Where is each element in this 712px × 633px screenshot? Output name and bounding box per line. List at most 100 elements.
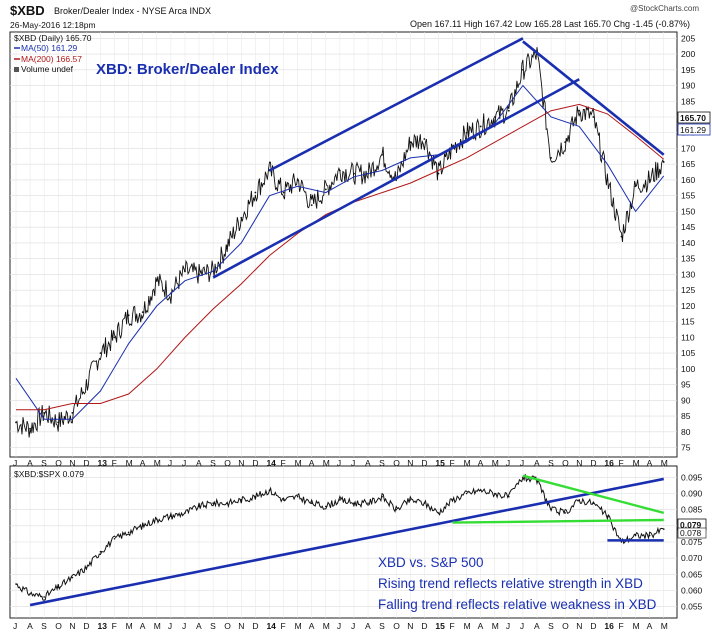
chart-name: Broker/Dealer Index - NYSE Arca INDX	[54, 6, 212, 16]
chart-title: XBD: Broker/Dealer Index	[96, 61, 279, 78]
ratio-rising-trendline	[29, 477, 664, 607]
price-point	[648, 179, 651, 181]
price-point	[310, 204, 313, 207]
x-tick-top: M	[295, 458, 302, 468]
x-tick-bottom: A	[365, 621, 371, 631]
x-tick-bottom: O	[393, 621, 400, 631]
price-point	[620, 235, 623, 238]
x-tick-bottom: S	[548, 621, 554, 631]
ratio-line	[15, 474, 664, 601]
legend-volume: Volume undef	[21, 64, 74, 74]
ratio-point	[339, 499, 341, 501]
price-point	[198, 273, 200, 276]
ratio-series	[15, 474, 665, 601]
price-y-tick: 125	[681, 285, 695, 295]
chart-symbol: $XBD	[10, 3, 45, 18]
x-tick-top: F	[281, 458, 286, 468]
x-tick-bottom: 13	[97, 621, 107, 631]
x-tick-bottom: M	[295, 621, 302, 631]
price-point	[127, 314, 130, 317]
ma50-last-label: 161.29	[677, 123, 711, 136]
price-point	[15, 421, 17, 424]
price-y-tick: 105	[681, 348, 695, 358]
ratio-point	[409, 499, 412, 501]
x-tick-top: N	[238, 458, 244, 468]
price-point	[226, 245, 229, 247]
x-tick-top: M	[323, 458, 330, 468]
price-point	[141, 311, 144, 314]
x-tick-bottom: A	[534, 621, 540, 631]
price-y-tick: 190	[681, 81, 695, 91]
x-tick-top: O	[562, 458, 569, 468]
ratio-point	[71, 576, 74, 579]
x-tick-bottom: S	[210, 621, 216, 631]
x-tick-bottom: O	[224, 621, 231, 631]
ratio-last-value: 0.079	[680, 520, 702, 530]
x-tick-bottom: N	[576, 621, 582, 631]
ratio-point	[465, 492, 468, 495]
x-tick-bottom: J	[337, 621, 341, 631]
x-tick-bottom: J	[13, 621, 17, 631]
x-tick-top: S	[41, 458, 47, 468]
price-y-tick: 115	[681, 317, 695, 327]
ratio-point	[99, 550, 102, 553]
chart-ohlc: Open 167.11 High 167.42 Low 165.28 Last …	[410, 19, 691, 29]
x-tick-bottom: M	[661, 621, 668, 631]
x-tick-bottom: J	[520, 621, 524, 631]
x-tick-bottom: N	[238, 621, 244, 631]
ratio-point	[282, 499, 285, 501]
ratio-last-value-2: 0.078	[680, 528, 702, 538]
ratio-point	[170, 515, 172, 517]
x-tick-top: J	[337, 458, 341, 468]
price-panel-frame	[9, 31, 678, 458]
x-tick-top: A	[365, 458, 371, 468]
legend-ma200: MA(200) 166.57	[21, 54, 82, 64]
annotation-line-1: XBD vs. S&P 500	[378, 555, 484, 570]
x-tick-bottom: F	[112, 621, 117, 631]
x-tick-bottom: N	[69, 621, 75, 631]
price-series	[15, 47, 665, 438]
price-point	[606, 179, 609, 181]
x-tick-bottom: M	[154, 621, 161, 631]
ratio-point	[156, 518, 158, 521]
ratio-point	[15, 583, 17, 585]
price-point	[155, 279, 158, 282]
price-point	[282, 191, 285, 194]
price-point	[507, 109, 510, 112]
ratio-point	[381, 495, 383, 498]
ratio-y-tick: 0.065	[681, 569, 703, 579]
legend-main: $XBD (Daily) 165.70	[14, 33, 92, 43]
price-y-tick: 165	[681, 159, 695, 169]
x-tick-bottom: A	[309, 621, 315, 631]
x-tick-top: F	[112, 458, 117, 468]
ratio-point	[423, 502, 426, 504]
ratio-point	[240, 499, 243, 501]
x-tick-top: 15	[435, 458, 445, 468]
x-tick-bottom: A	[196, 621, 202, 631]
price-point	[240, 216, 243, 219]
x-tick-bottom: M	[464, 621, 471, 631]
price-last-label: 165.70	[677, 111, 711, 124]
annotation-line-2: Rising trend reflects relative strength …	[378, 576, 643, 591]
x-tick-bottom: 14	[266, 621, 276, 631]
price-y-tick: 90	[681, 395, 691, 405]
price-point	[296, 179, 299, 181]
ma50-line	[15, 84, 665, 420]
ratio-point	[451, 499, 454, 501]
price-point	[29, 427, 31, 430]
x-tick-bottom: M	[492, 621, 499, 631]
price-point	[437, 172, 440, 175]
x-tick-top: M	[154, 458, 161, 468]
ratio-point	[113, 537, 116, 540]
price-point	[254, 191, 257, 194]
ratio-point	[367, 502, 369, 504]
chart-date: 26-May-2016 12:18pm	[10, 20, 96, 30]
x-tick-bottom: O	[55, 621, 62, 631]
x-tick-top: O	[55, 458, 62, 468]
price-y-tick: 120	[681, 301, 695, 311]
price-point	[522, 68, 524, 71]
legend-ma50: MA(50) 161.29	[21, 43, 77, 53]
x-tick-bottom: O	[562, 621, 569, 631]
ratio-point	[550, 508, 552, 511]
x-tick-bottom: D	[83, 621, 89, 631]
